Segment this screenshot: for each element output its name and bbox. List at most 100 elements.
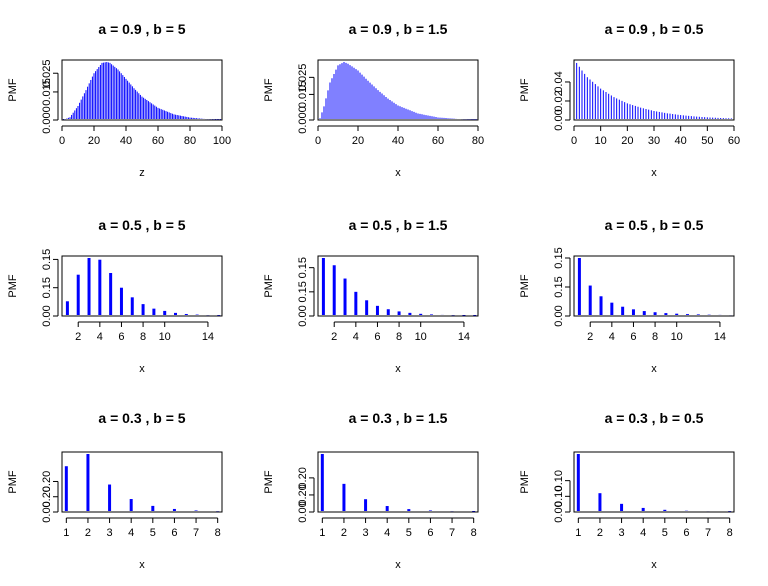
x-axis-label: x <box>395 363 401 375</box>
y-tick-label: 0.10 <box>553 470 565 491</box>
plot-frame <box>61 59 223 121</box>
x-tick-label: 80 <box>184 135 196 147</box>
x-tick-label: 60 <box>728 135 740 147</box>
x-tick-label: 7 <box>705 527 711 539</box>
x-tick-label: 10 <box>595 135 607 147</box>
y-tick-label: 0.15 <box>41 277 53 298</box>
plot-frame <box>317 255 479 317</box>
y-tick-label: 0.025 <box>41 59 53 87</box>
y-axis-label: PMF <box>519 470 531 494</box>
x-tick-label: 2 <box>341 527 347 539</box>
y-tick-label: 0.00 <box>297 501 309 522</box>
x-tick-label: 3 <box>619 527 625 539</box>
y-tick-label: 0.025 <box>297 64 309 92</box>
x-tick-label: 2 <box>75 331 81 343</box>
x-tick-label: 4 <box>353 331 359 343</box>
y-axis-label: PMF <box>263 470 275 494</box>
x-tick-label: 8 <box>652 331 658 343</box>
plot-frame <box>317 59 479 121</box>
x-tick-label: 3 <box>107 527 113 539</box>
y-tick-label: 0.15 <box>553 276 565 297</box>
x-tick-label: 40 <box>675 135 687 147</box>
x-tick-label: 0 <box>571 135 577 147</box>
x-tick-label: 7 <box>193 527 199 539</box>
panel-4: a = 0.5 , b = 5 PMF x 2 4 6 8 10 14 0.00 0.15 0.15 <box>7 217 223 375</box>
x-tick-label: 50 <box>701 135 713 147</box>
x-tick-label: 20 <box>621 135 633 147</box>
y-axis-label: PMF <box>519 78 531 102</box>
plot-frame <box>573 59 735 121</box>
y-tick-label: 0.02 <box>553 90 565 111</box>
y-axis-label: PMF <box>7 274 19 298</box>
x-tick-label: 7 <box>449 527 455 539</box>
x-tick-label: 6 <box>118 331 124 343</box>
x-tick-label: 4 <box>128 527 134 539</box>
y-tick-label: 0.15 <box>41 249 53 270</box>
y-axis-label: PMF <box>519 274 531 298</box>
x-tick-label: 100 <box>213 135 231 147</box>
x-tick-label: 14 <box>714 331 726 343</box>
x-tick-label: 6 <box>427 527 433 539</box>
x-tick-label: 10 <box>159 331 171 343</box>
y-tick-label: 0.04 <box>553 71 565 92</box>
x-axis-label: x <box>139 559 145 571</box>
x-axis-label: x <box>139 363 145 375</box>
x-axis-label: x <box>651 559 657 571</box>
panel-6: a = 0.5 , b = 0.5 PMF x 2 4 6 8 10 14 0.00 0.15 0.1… <box>519 217 735 375</box>
x-tick-label: 40 <box>392 135 404 147</box>
x-tick-label: 1 <box>575 527 581 539</box>
x-tick-label: 6 <box>630 331 636 343</box>
panel-title: a = 0.9 , b = 1.5 <box>349 21 448 37</box>
x-tick-label: 6 <box>171 527 177 539</box>
panel-title: a = 0.5 , b = 1.5 <box>349 217 448 233</box>
panel-1: a = 0.9 , b = 5 PMF z 0 20 40 60 80 100 0.0000.01… <box>7 21 231 179</box>
panel-title: a = 0.9 , b = 5 <box>98 21 185 37</box>
x-tick-label: 5 <box>150 527 156 539</box>
y-tick-label: 0.15 <box>553 247 565 268</box>
y-tick-label: 0.015 <box>41 78 53 106</box>
y-tick-label: 0.000 <box>297 106 309 134</box>
x-tick-label: 2 <box>85 527 91 539</box>
x-tick-label: 4 <box>640 527 646 539</box>
x-tick-label: 20 <box>88 135 100 147</box>
x-tick-label: 10 <box>671 331 683 343</box>
x-tick-label: 2 <box>331 331 337 343</box>
y-tick-label: 0.20 <box>41 471 53 492</box>
x-tick-label: 0 <box>315 135 321 147</box>
y-tick-label: 0.15 <box>297 281 309 302</box>
x-axis-label: x <box>651 167 657 179</box>
x-tick-label: 14 <box>202 331 214 343</box>
x-tick-label: 30 <box>648 135 660 147</box>
x-axis-label: x <box>395 559 401 571</box>
plot-frame <box>573 451 735 513</box>
x-tick-label: 10 <box>415 331 427 343</box>
y-tick-label: 0.00 <box>553 501 565 522</box>
panel-title: a = 0.9 , b = 0.5 <box>605 21 704 37</box>
x-axis-label: z <box>139 167 145 179</box>
x-tick-label: 5 <box>662 527 668 539</box>
x-tick-label: 60 <box>432 135 444 147</box>
panel-2: a = 0.9 , b = 1.5 PMF x 0 20 40 60 80 0.0000.015… <box>263 21 484 179</box>
y-tick-label: 0.10 <box>553 486 565 507</box>
x-tick-label: 60 <box>152 135 164 147</box>
y-tick-label: 0.00 <box>297 305 309 326</box>
x-tick-label: 20 <box>352 135 364 147</box>
y-axis-label: PMF <box>7 78 19 102</box>
y-tick-label: 0.15 <box>297 257 309 278</box>
x-tick-label: 80 <box>472 135 484 147</box>
panel-title: a = 0.5 , b = 0.5 <box>605 217 704 233</box>
plot-frame <box>317 451 479 513</box>
x-axis-label: x <box>395 167 401 179</box>
plot-frame <box>61 255 223 317</box>
y-axis-label: PMF <box>263 78 275 102</box>
x-tick-label: 2 <box>587 331 593 343</box>
panel-title: a = 0.3 , b = 5 <box>98 410 185 426</box>
panel-5: a = 0.5 , b = 1.5 PMF x 2 4 6 8 10 14 0.00 0.15 0.1… <box>263 217 479 375</box>
panel-title: a = 0.3 , b = 1.5 <box>349 410 448 426</box>
plot-frame <box>573 255 735 317</box>
x-tick-label: 8 <box>471 527 477 539</box>
x-tick-label: 6 <box>683 527 689 539</box>
